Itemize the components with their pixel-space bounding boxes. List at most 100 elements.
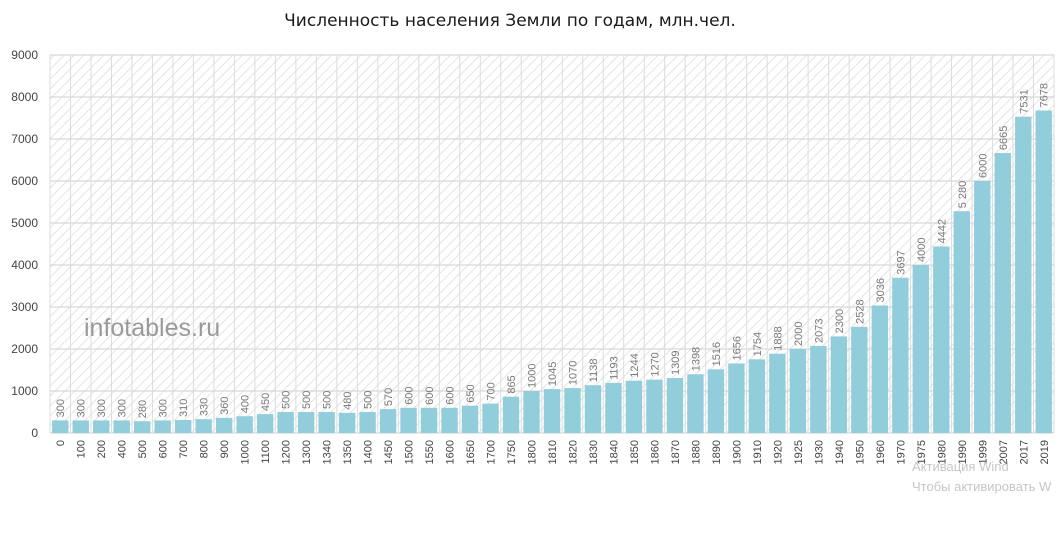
bars	[52, 110, 1052, 434]
bar	[933, 246, 950, 433]
x-tick-label: 1890	[711, 440, 723, 464]
bar	[625, 380, 643, 433]
bar	[789, 349, 807, 433]
x-tick-label: 1600	[445, 440, 457, 464]
x-tick-label: 500	[137, 440, 149, 458]
data-label: 600	[445, 386, 457, 404]
x-tick-label: 2019	[1039, 440, 1051, 464]
x-tick-label: 1950	[854, 440, 866, 464]
bar	[154, 420, 171, 433]
bar	[400, 407, 417, 433]
x-tick-label: 1400	[363, 440, 375, 464]
x-tick-label: 1700	[486, 440, 498, 464]
bar	[830, 336, 848, 433]
x-tick-label: 1970	[895, 440, 907, 464]
x-tick-label: 1940	[834, 440, 846, 464]
data-label: 300	[96, 399, 108, 417]
data-label: 1398	[690, 347, 702, 371]
x-tick-label: 1300	[301, 440, 313, 464]
x-tick-label: 700	[178, 440, 190, 458]
bar	[953, 211, 970, 433]
gridlines	[49, 54, 1055, 434]
data-label: 330	[199, 398, 211, 416]
y-axis: 0 1000 2000 3000 4000 5000 6000 7000 8000 9000	[11, 48, 38, 440]
data-label: 2000	[793, 322, 805, 346]
bar	[1035, 110, 1052, 434]
data-label: 1070	[567, 361, 579, 385]
os-activation-line2: Чтобы активировать W	[912, 479, 1052, 494]
x-tick-label: 1000	[240, 440, 252, 464]
data-labels: 300 300 300 300 280 300 310 330 360 400 450 500 500 5…	[55, 83, 1051, 418]
data-label: 4442	[936, 219, 948, 243]
os-activation-line1: Активация Wind	[912, 459, 1009, 474]
bar	[605, 382, 622, 433]
x-tick-label: 1840	[608, 440, 620, 464]
data-label: 570	[383, 388, 395, 406]
data-label: 700	[486, 382, 498, 400]
y-tick-label: 8000	[11, 90, 38, 104]
x-axis: 0 100 200 400 500 600 700 800 900 1000 1100 1200 130…	[55, 440, 1051, 464]
data-label: 1138	[588, 359, 600, 383]
x-tick-label: 1810	[547, 440, 559, 464]
data-label: 400	[240, 395, 252, 413]
data-label: 1045	[547, 362, 559, 386]
data-label: 300	[55, 399, 67, 417]
x-tick-label: 1870	[670, 440, 682, 464]
bar	[748, 359, 766, 433]
bar	[666, 378, 684, 433]
data-label: 480	[342, 391, 354, 409]
bar	[912, 265, 930, 433]
data-label: 865	[506, 375, 518, 393]
x-tick-label: 2007	[998, 440, 1010, 464]
data-label: 6665	[998, 126, 1010, 150]
x-tick-label: 1880	[690, 440, 702, 464]
data-label: 5 280	[957, 181, 969, 209]
bar	[646, 379, 663, 433]
data-label: 2528	[854, 299, 866, 323]
data-label: 3036	[875, 278, 887, 302]
data-label: 7678	[1039, 83, 1051, 107]
bar	[113, 420, 130, 433]
data-label: 300	[117, 399, 129, 417]
x-tick-label: 1830	[588, 440, 600, 464]
bar	[236, 416, 253, 433]
bar	[338, 412, 356, 433]
data-label: 300	[158, 399, 170, 417]
data-label: 6000	[977, 154, 989, 178]
x-tick-label: 0	[55, 440, 67, 446]
data-label: 450	[260, 393, 272, 411]
bar	[892, 277, 909, 433]
x-tick-label: 1960	[875, 440, 887, 464]
y-tick-label: 5000	[11, 216, 38, 230]
bar	[810, 345, 827, 433]
data-label: 7531	[1018, 89, 1030, 113]
x-tick-label: 1650	[465, 440, 477, 464]
x-tick-label: 1450	[383, 440, 395, 464]
data-label: 300	[76, 399, 88, 417]
data-label: 4000	[916, 238, 928, 262]
bar	[297, 412, 315, 433]
bar	[52, 420, 69, 433]
y-tick-label: 6000	[11, 174, 38, 188]
bar	[72, 420, 89, 433]
bar	[461, 405, 479, 433]
bar	[318, 412, 335, 433]
data-label: 650	[465, 384, 477, 402]
x-tick-label: 1999	[977, 440, 989, 464]
bar	[543, 389, 561, 433]
x-tick-label: 1860	[649, 440, 661, 464]
bar	[93, 420, 110, 433]
x-tick-label: 600	[158, 440, 170, 458]
x-tick-label: 1500	[404, 440, 416, 464]
data-label: 1000	[527, 364, 539, 388]
data-label: 1309	[670, 351, 682, 375]
x-tick-label: 1990	[957, 440, 969, 464]
x-tick-label: 1930	[813, 440, 825, 464]
x-tick-label: 1910	[752, 440, 764, 464]
chart-title: Численность населения Земли по годам, мл…	[284, 11, 736, 31]
bar	[420, 407, 438, 433]
bar	[502, 396, 520, 433]
y-tick-label: 3000	[11, 300, 38, 314]
bar	[584, 385, 602, 433]
